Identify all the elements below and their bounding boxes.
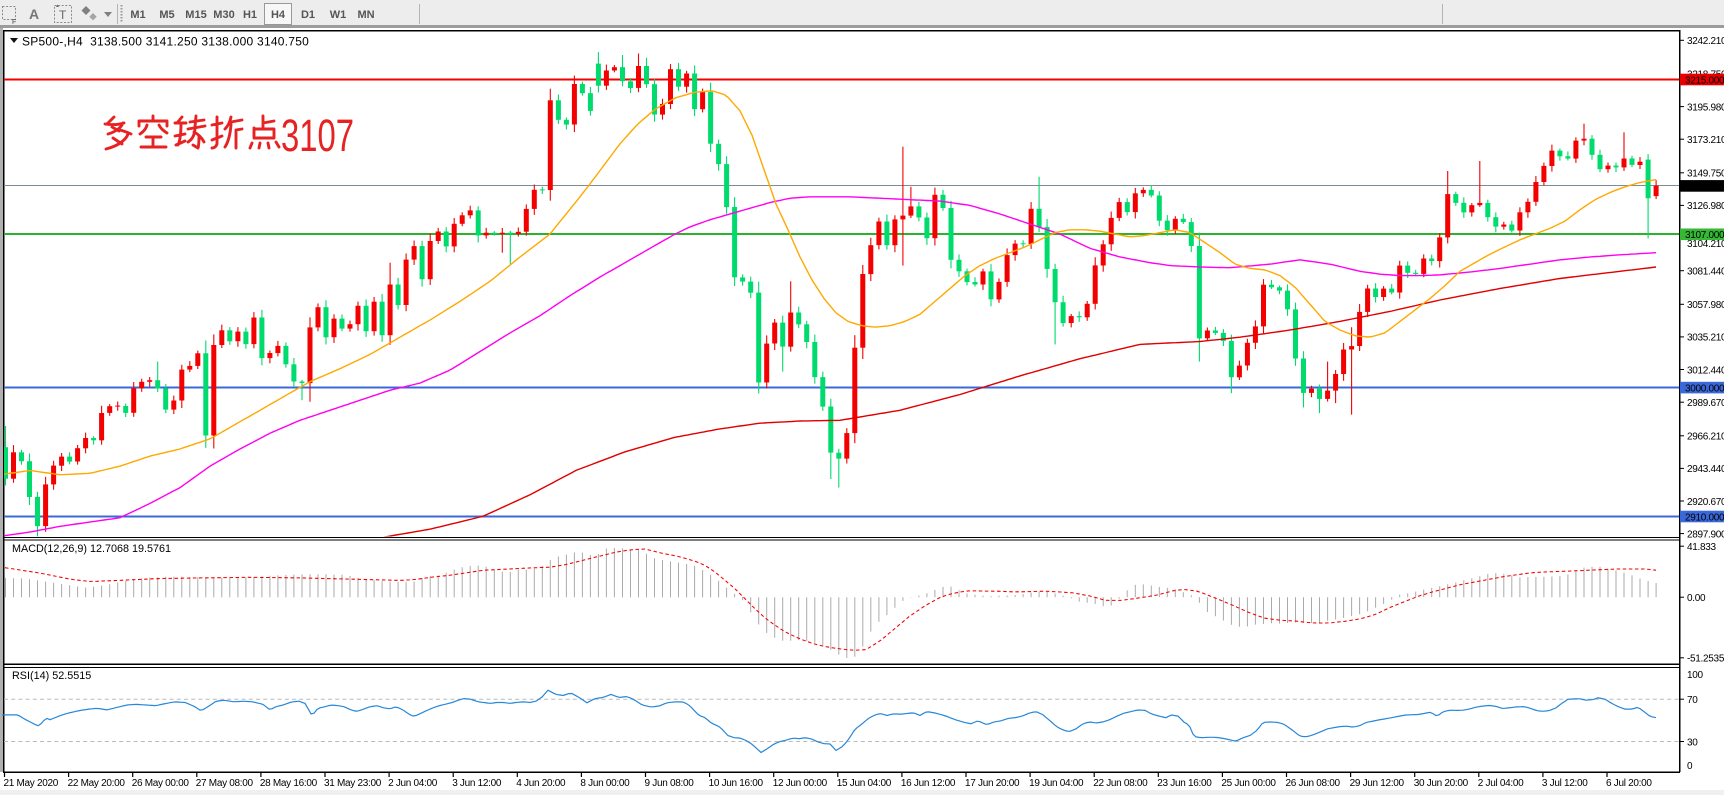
svg-text:T: T	[59, 8, 67, 22]
svg-text:A: A	[29, 6, 39, 22]
svg-text:22 Jun 08:00: 22 Jun 08:00	[1093, 778, 1148, 789]
svg-text:4 Jun 20:00: 4 Jun 20:00	[516, 778, 566, 789]
svg-text:29 Jun 12:00: 29 Jun 12:00	[1350, 778, 1405, 789]
svg-text:3215.000: 3215.000	[1685, 75, 1724, 86]
svg-text:3 Jul 12:00: 3 Jul 12:00	[1542, 778, 1588, 789]
svg-text:2966.210: 2966.210	[1687, 432, 1724, 443]
svg-text:31 May 23:00: 31 May 23:00	[324, 778, 382, 789]
svg-text:30: 30	[1687, 737, 1698, 748]
svg-text:MACD(12,26,9) 12.7068 19.5761: MACD(12,26,9) 12.7068 19.5761	[12, 543, 171, 555]
svg-text:3057.980: 3057.980	[1687, 300, 1724, 311]
svg-text:3149.750: 3149.750	[1687, 169, 1724, 180]
svg-text:23 Jun 16:00: 23 Jun 16:00	[1157, 778, 1212, 789]
svg-text:70: 70	[1687, 695, 1698, 706]
svg-text:100: 100	[1687, 670, 1704, 681]
svg-text:2989.670: 2989.670	[1687, 398, 1724, 409]
svg-text:W1: W1	[330, 9, 347, 21]
svg-text:RSI(14) 52.5515: RSI(14) 52.5515	[12, 670, 91, 682]
svg-text:3107.000: 3107.000	[1685, 230, 1724, 241]
svg-text:3195.980: 3195.980	[1687, 102, 1724, 113]
svg-text:M1: M1	[130, 9, 145, 21]
svg-text:26 May 00:00: 26 May 00:00	[132, 778, 190, 789]
svg-text:28 May 16:00: 28 May 16:00	[260, 778, 318, 789]
svg-text:27 May 08:00: 27 May 08:00	[196, 778, 254, 789]
svg-text:15 Jun 04:00: 15 Jun 04:00	[837, 778, 892, 789]
svg-text:D1: D1	[301, 9, 315, 21]
svg-text:F: F	[12, 19, 16, 26]
svg-text:25 Jun 00:00: 25 Jun 00:00	[1221, 778, 1276, 789]
svg-text:0.00: 0.00	[1687, 593, 1706, 604]
svg-text:6 Jul 20:00: 6 Jul 20:00	[1606, 778, 1652, 789]
svg-text:3012.440: 3012.440	[1687, 365, 1724, 376]
svg-text:2920.670: 2920.670	[1687, 497, 1724, 508]
svg-text:2897.900: 2897.900	[1687, 529, 1724, 540]
svg-text:3107: 3107	[281, 111, 354, 161]
svg-text:9 Jun 08:00: 9 Jun 08:00	[645, 778, 695, 789]
svg-text:19 Jun 04:00: 19 Jun 04:00	[1029, 778, 1084, 789]
svg-text:3242.210: 3242.210	[1687, 36, 1724, 47]
svg-text:MN: MN	[357, 9, 374, 21]
svg-text:12 Jun 00:00: 12 Jun 00:00	[773, 778, 828, 789]
svg-text:8 Jun 00:00: 8 Jun 00:00	[580, 778, 630, 789]
svg-text:3173.210: 3173.210	[1687, 135, 1724, 146]
svg-text:22 May 20:00: 22 May 20:00	[68, 778, 126, 789]
svg-text:3 Jun 12:00: 3 Jun 12:00	[452, 778, 502, 789]
svg-text:M30: M30	[213, 9, 234, 21]
svg-text:16 Jun 12:00: 16 Jun 12:00	[901, 778, 956, 789]
svg-text:3081.440: 3081.440	[1687, 267, 1724, 278]
svg-text:3140.750: 3140.750	[1685, 182, 1724, 193]
svg-text:10 Jun 16:00: 10 Jun 16:00	[709, 778, 764, 789]
svg-text:SP500-,H4 3138.500 3141.250 3: SP500-,H4 3138.500 3141.250 3138.000 314…	[22, 35, 309, 49]
svg-text:M5: M5	[159, 9, 174, 21]
svg-text:M15: M15	[185, 9, 206, 21]
svg-text:30 Jun 20:00: 30 Jun 20:00	[1414, 778, 1469, 789]
svg-text:3035.210: 3035.210	[1687, 333, 1724, 344]
svg-text:21 May 2020: 21 May 2020	[4, 778, 59, 789]
svg-text:26 Jun 08:00: 26 Jun 08:00	[1286, 778, 1341, 789]
svg-text:H4: H4	[271, 9, 286, 21]
svg-text:-51.2535: -51.2535	[1687, 654, 1724, 665]
svg-text:3104.210: 3104.210	[1687, 239, 1724, 250]
svg-text:0: 0	[1687, 761, 1693, 772]
svg-text:41.833: 41.833	[1687, 542, 1717, 553]
svg-text:17 Jun 20:00: 17 Jun 20:00	[965, 778, 1020, 789]
svg-text:2 Jun 04:00: 2 Jun 04:00	[388, 778, 438, 789]
svg-text:2 Jul 04:00: 2 Jul 04:00	[1478, 778, 1524, 789]
svg-text:3126.980: 3126.980	[1687, 201, 1724, 212]
svg-text:2910.000: 2910.000	[1685, 512, 1724, 523]
svg-text:3000.000: 3000.000	[1685, 383, 1724, 394]
svg-text:2943.440: 2943.440	[1687, 464, 1724, 475]
svg-text:H1: H1	[243, 9, 257, 21]
